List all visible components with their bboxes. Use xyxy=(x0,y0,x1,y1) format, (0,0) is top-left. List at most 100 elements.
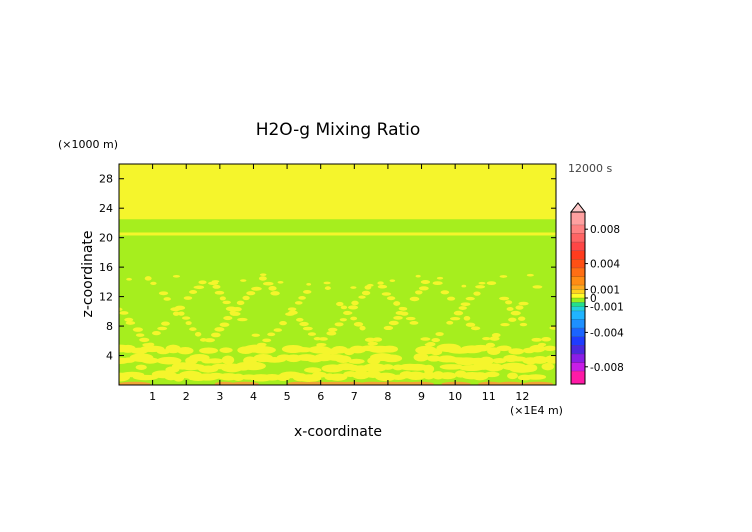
moisture-anomaly-blob xyxy=(165,344,181,354)
moisture-anomaly-blob xyxy=(438,372,457,380)
moisture-anomaly-blob xyxy=(189,290,198,294)
y-axis-label: z-coordinate xyxy=(80,230,96,317)
moisture-anomaly-blob xyxy=(222,300,231,305)
x-tick-label: 10 xyxy=(448,390,462,403)
moisture-anomaly-blob xyxy=(418,286,429,291)
moisture-anomaly-blob xyxy=(219,296,226,301)
x-tick-label: 1 xyxy=(149,390,156,403)
moisture-anomaly-blob xyxy=(294,301,303,305)
moisture-anomaly-blob xyxy=(183,296,193,300)
moisture-anomaly-blob xyxy=(499,296,510,301)
moisture-anomaly-blob xyxy=(381,292,392,296)
moisture-anomaly-blob xyxy=(221,355,235,365)
moisture-anomaly-blob xyxy=(182,316,191,320)
moisture-anomaly-blob xyxy=(541,363,555,371)
moisture-anomaly-blob xyxy=(348,358,365,364)
moisture-anomaly-blob xyxy=(439,364,464,370)
moisture-anomaly-blob xyxy=(328,373,348,381)
moisture-anomaly-blob xyxy=(492,358,507,364)
moisture-anomaly-blob xyxy=(351,300,359,306)
colorbar-level xyxy=(571,306,585,311)
moisture-anomaly-blob xyxy=(413,352,429,362)
moisture-anomaly-blob xyxy=(508,348,525,355)
y-axis: 4 8 12 16 20 24 28 xyxy=(99,173,556,363)
moisture-anomaly-blob xyxy=(351,370,371,380)
colorbar-label: -0.001 xyxy=(590,302,624,314)
moisture-anomaly-blob xyxy=(334,322,344,327)
moisture-anomaly-blob xyxy=(214,290,225,295)
moisture-anomaly-blob xyxy=(388,320,399,326)
moisture-anomaly-blob xyxy=(506,307,514,311)
moisture-anomaly-blob xyxy=(377,281,384,285)
colorbar-level xyxy=(571,345,585,354)
moisture-anomaly-blob xyxy=(361,290,371,296)
moisture-anomaly-blob xyxy=(353,321,364,327)
moisture-anomaly-blob xyxy=(350,286,357,289)
moisture-anomaly-blob xyxy=(377,284,388,289)
moisture-anomaly-blob xyxy=(486,281,497,286)
moisture-anomaly-blob xyxy=(409,296,420,302)
moisture-anomaly-blob xyxy=(405,316,416,321)
colorbar-level xyxy=(571,285,585,290)
moisture-anomaly-blob xyxy=(427,355,441,362)
moisture-anomaly-blob xyxy=(449,317,461,321)
x-unit-label: (×1E4 m) xyxy=(510,404,563,417)
colorbar-level xyxy=(571,224,585,234)
surface-anomaly xyxy=(119,381,151,385)
moisture-anomaly-blob xyxy=(478,281,486,285)
colorbar-level xyxy=(571,353,585,363)
upper-yellow-band xyxy=(119,164,556,220)
moisture-anomaly-blob xyxy=(500,322,510,327)
moisture-anomaly-blob xyxy=(267,332,276,337)
y-tick-label: 4 xyxy=(106,350,113,363)
moisture-anomaly-blob xyxy=(447,296,456,301)
moisture-anomaly-blob xyxy=(251,286,262,291)
moisture-anomaly-blob xyxy=(485,342,496,348)
moisture-anomaly-blob xyxy=(299,321,309,327)
moisture-anomaly-blob xyxy=(372,337,383,342)
moisture-anomaly-blob xyxy=(206,358,224,364)
moisture-anomaly-blob xyxy=(119,303,120,305)
moisture-anomaly-blob xyxy=(531,356,549,364)
moisture-anomaly-blob xyxy=(328,327,338,332)
moisture-anomaly-blob xyxy=(482,337,491,341)
moisture-anomaly-blob xyxy=(423,364,435,374)
colorbar-label: 0.001 xyxy=(590,284,620,296)
moisture-anomaly-blob xyxy=(473,291,481,296)
moisture-anomaly-blob xyxy=(518,301,529,306)
moisture-anomaly-blob xyxy=(152,331,161,336)
moisture-anomaly-blob xyxy=(359,325,366,331)
moisture-anomaly-blob xyxy=(273,328,282,332)
moisture-anomaly-blob xyxy=(435,332,444,337)
moisture-anomaly-blob xyxy=(508,317,517,322)
surface-anomaly xyxy=(405,381,434,385)
moisture-anomaly-blob xyxy=(532,285,543,289)
colorbar-level xyxy=(571,336,585,346)
moisture-anomaly-blob xyxy=(420,337,431,341)
moisture-anomaly-blob xyxy=(172,275,180,278)
y-tick-label: 8 xyxy=(106,320,113,333)
moisture-anomaly-blob xyxy=(331,345,348,354)
y-unit-label: (×1000 m) xyxy=(58,138,118,151)
colorbar-label: -0.008 xyxy=(590,362,624,374)
moisture-anomaly-blob xyxy=(163,297,171,301)
moisture-anomaly-blob xyxy=(242,295,250,301)
moisture-anomaly-blob xyxy=(214,327,225,332)
moisture-anomaly-blob xyxy=(374,372,397,382)
y-tick-label: 16 xyxy=(99,261,113,274)
moisture-anomaly-blob xyxy=(461,284,467,288)
moisture-anomaly-blob xyxy=(124,317,134,322)
moisture-anomaly-blob xyxy=(465,322,476,327)
moisture-anomaly-blob xyxy=(170,307,181,312)
moisture-anomaly-blob xyxy=(541,337,552,342)
moisture-anomaly-blob xyxy=(426,342,436,347)
moisture-anomaly-blob xyxy=(312,371,328,378)
moisture-anomaly-blob xyxy=(366,283,374,287)
moisture-anomaly-blob xyxy=(362,363,387,372)
moisture-anomaly-blob xyxy=(161,321,170,326)
moisture-anomaly-blob xyxy=(318,337,328,341)
moisture-anomaly-blob xyxy=(393,301,401,306)
colorbar-level xyxy=(571,298,585,303)
moisture-anomaly-blob xyxy=(463,315,471,321)
moisture-anomaly-blob xyxy=(296,317,304,322)
